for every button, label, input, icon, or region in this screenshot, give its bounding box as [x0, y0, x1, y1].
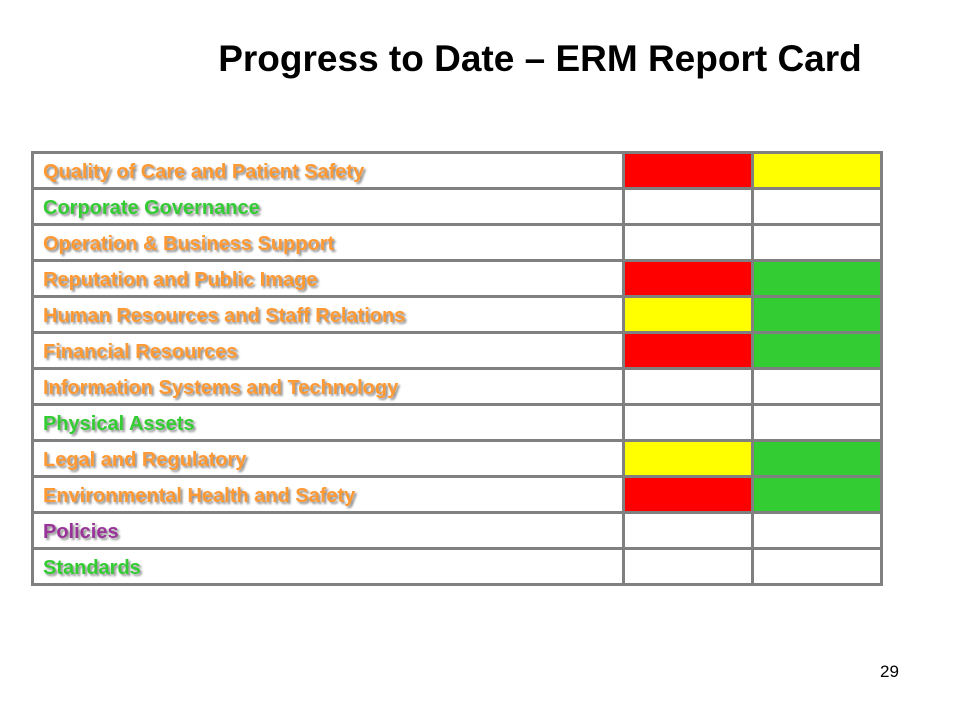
- status-cell-current-none: [751, 367, 883, 406]
- risk-category-label: Corporate Governance: [31, 187, 625, 226]
- report-row: Environmental Health and Safety: [31, 475, 883, 514]
- risk-category-label: Financial Resources: [31, 331, 625, 370]
- risk-category-label: Legal and Regulatory: [31, 439, 625, 478]
- report-card-body: Quality of Care and Patient Safety Corpor…: [31, 151, 883, 586]
- page-number: 29: [880, 662, 899, 681]
- status-cell-previous-none: [622, 367, 754, 406]
- report-row: Information Systems and Technology: [31, 367, 883, 406]
- status-cell-current-none: [751, 223, 883, 262]
- status-cell-current-none: [751, 403, 883, 442]
- status-cell-current-none: [751, 511, 883, 550]
- risk-category-label: Human Resources and Staff Relations: [31, 295, 625, 334]
- report-row: Physical Assets: [31, 403, 883, 442]
- status-cell-previous-none: [622, 187, 754, 226]
- risk-category-label: Environmental Health and Safety: [31, 475, 625, 514]
- risk-category-label: Standards: [31, 547, 625, 586]
- risk-category-label: Physical Assets: [31, 403, 625, 442]
- slide-title: Progress to Date – ERM Report Card: [218, 38, 862, 79]
- report-row: Quality of Care and Patient Safety: [31, 151, 883, 190]
- risk-category-label: Quality of Care and Patient Safety: [31, 151, 625, 190]
- risk-category-label: Information Systems and Technology: [31, 367, 625, 406]
- report-row: Human Resources and Staff Relations: [31, 295, 883, 334]
- status-cell-current-none: [751, 547, 883, 586]
- report-row: Corporate Governance: [31, 187, 883, 226]
- status-cell-previous-none: [622, 403, 754, 442]
- report-row: Financial Resources: [31, 331, 883, 370]
- status-cell-previous-yellow: [622, 295, 754, 334]
- status-cell-current-none: [751, 187, 883, 226]
- status-cell-current-yellow: [751, 151, 883, 190]
- status-cell-current-green: [751, 295, 883, 334]
- report-row: Reputation and Public Image: [31, 259, 883, 298]
- status-cell-previous-none: [622, 511, 754, 550]
- report-row: Policies: [31, 511, 883, 550]
- report-row: Legal and Regulatory: [31, 439, 883, 478]
- report-row: Operation & Business Support: [31, 223, 883, 262]
- risk-category-label: Policies: [31, 511, 625, 550]
- status-cell-previous-none: [622, 223, 754, 262]
- risk-category-label: Reputation and Public Image: [31, 259, 625, 298]
- status-cell-current-green: [751, 259, 883, 298]
- status-cell-current-green: [751, 331, 883, 370]
- status-cell-current-green: [751, 475, 883, 514]
- status-cell-previous-red: [622, 475, 754, 514]
- report-row: Standards: [31, 547, 883, 586]
- status-cell-previous-red: [622, 259, 754, 298]
- status-cell-previous-yellow: [622, 439, 754, 478]
- status-cell-current-green: [751, 439, 883, 478]
- status-cell-previous-red: [622, 331, 754, 370]
- status-cell-previous-none: [622, 547, 754, 586]
- report-card-table: Quality of Care and Patient Safety Corpor…: [31, 151, 883, 586]
- status-cell-previous-red: [622, 151, 754, 190]
- risk-category-label: Operation & Business Support: [31, 223, 625, 262]
